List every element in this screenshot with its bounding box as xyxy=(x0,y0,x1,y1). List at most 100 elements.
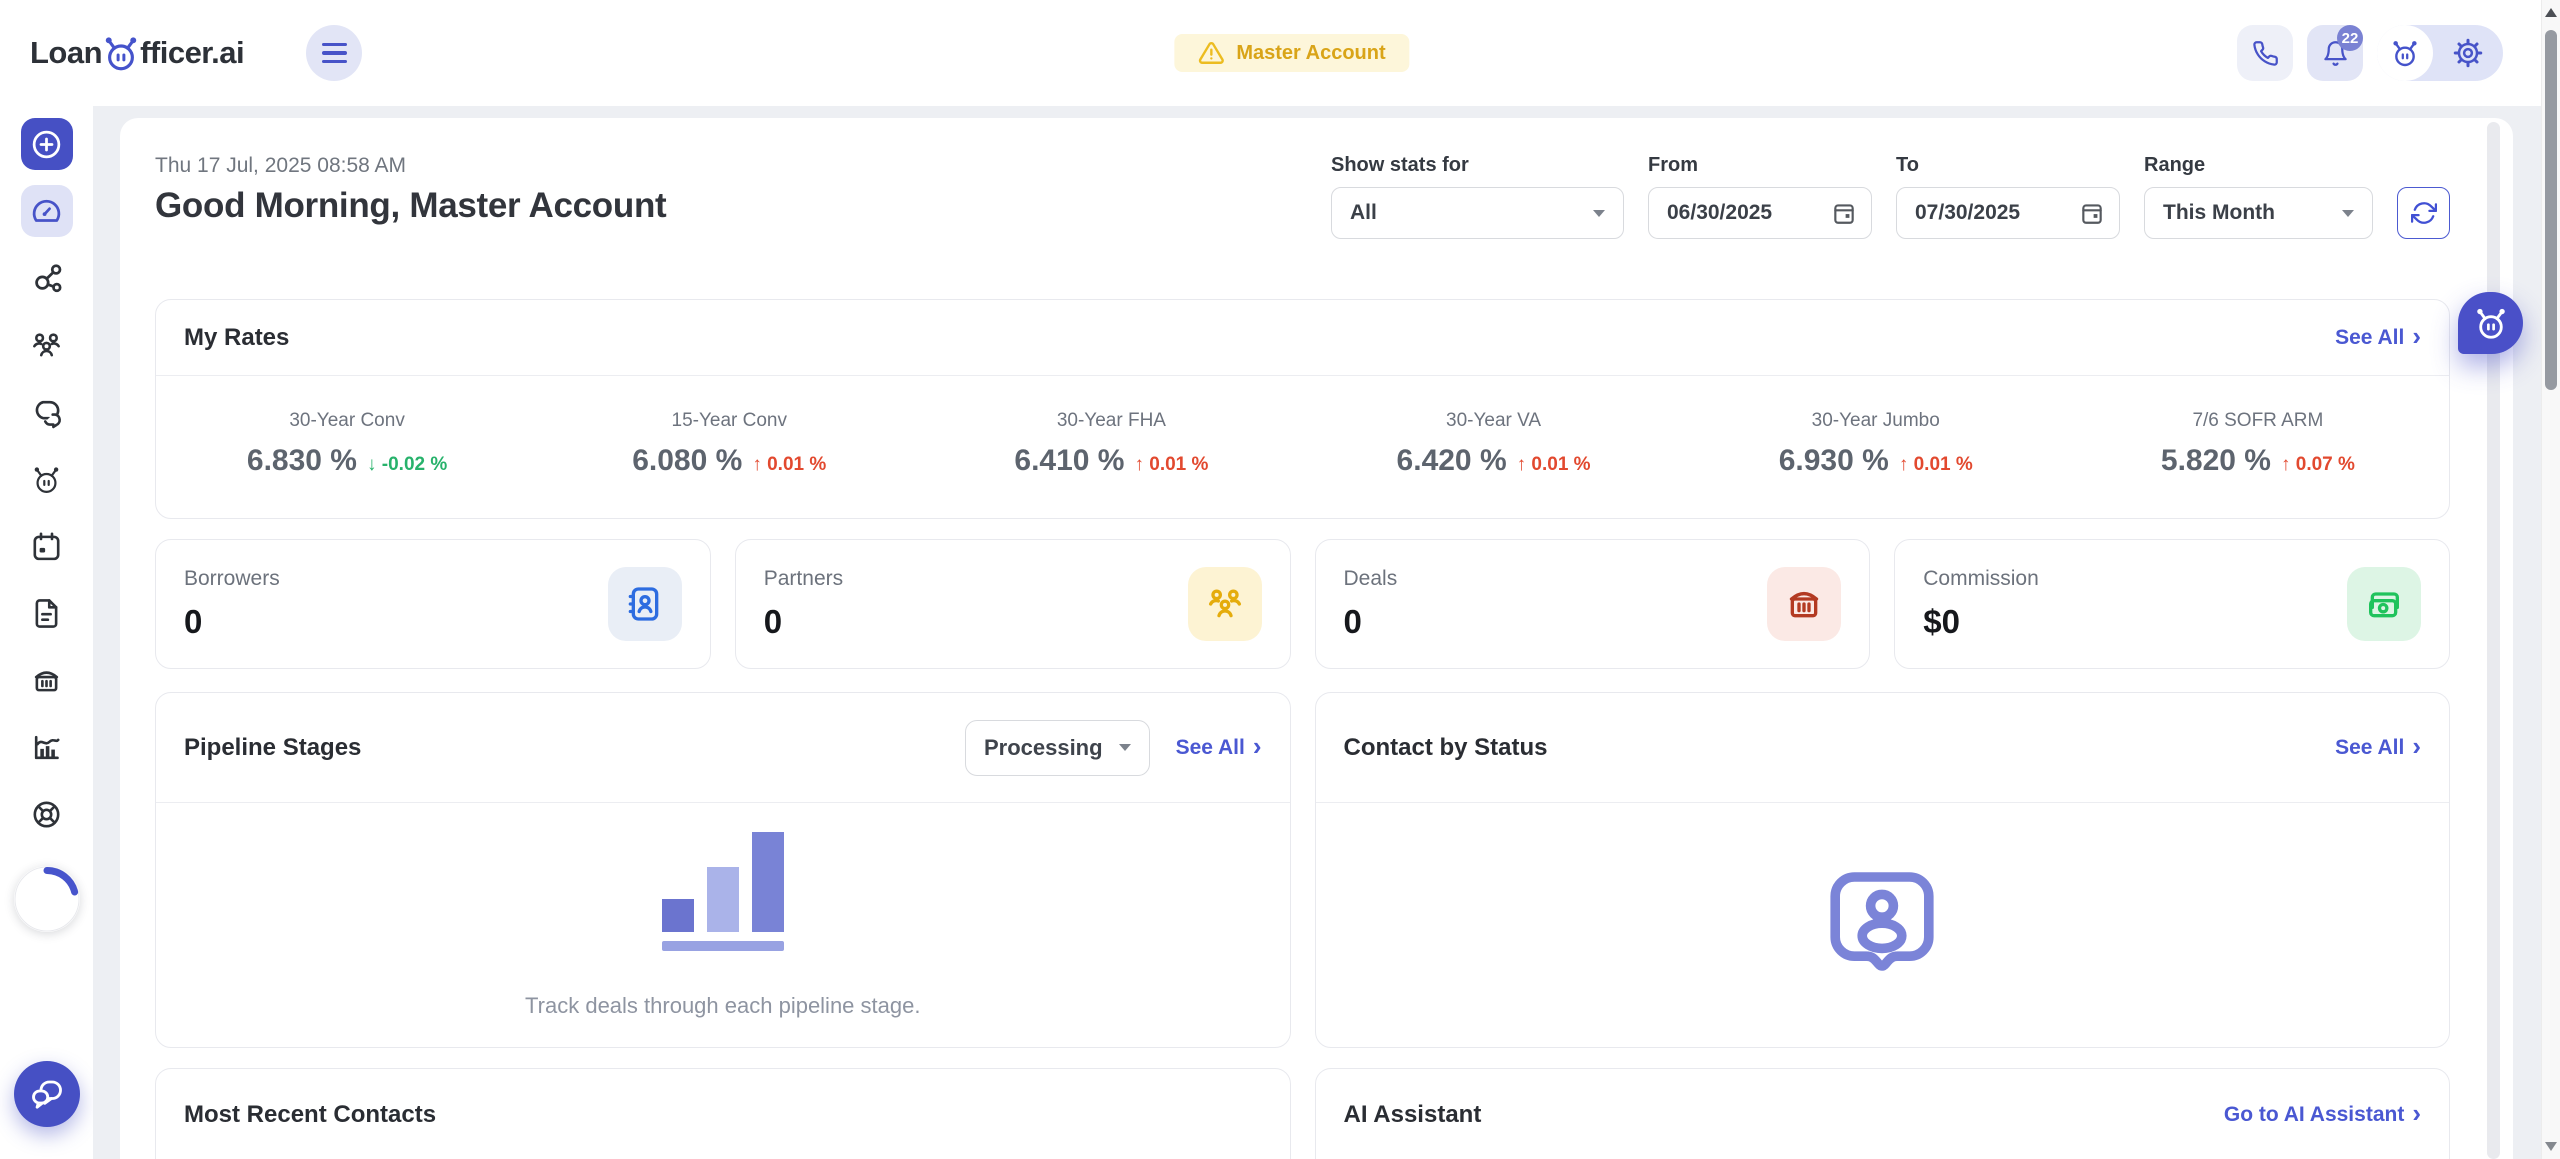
contact-bubble-placeholder-icon xyxy=(1830,872,1934,971)
pipeline-stage-select[interactable]: Processing xyxy=(964,719,1150,776)
topbar-actions: 22 xyxy=(2237,25,2503,81)
sidebar: 21% xyxy=(0,106,93,1159)
show-stats-for-select[interactable]: All xyxy=(1331,187,1624,239)
dashboard-content: Thu 17 Jul, 2025 08:58 AM Good Morning, … xyxy=(120,118,2513,1159)
bell-icon xyxy=(2323,40,2347,66)
chevron-right-icon: › xyxy=(1252,731,1262,761)
pipeline-title: Pipeline Stages xyxy=(184,733,362,761)
progress-arc xyxy=(14,866,79,932)
sidebar-item-calendar[interactable] xyxy=(21,520,73,572)
master-account-label: Master Account xyxy=(1236,41,1386,64)
cash-icon xyxy=(2347,567,2421,641)
bar-chart-placeholder-icon xyxy=(661,831,784,932)
rates-grid: 30-Year Conv 6.830 % ↓ -0.02 % 15-Year C… xyxy=(156,376,2449,518)
assistant-fab[interactable] xyxy=(2458,292,2523,354)
from-date-value: 06/30/2025 xyxy=(1667,201,1773,224)
content-scrollbar-track[interactable] xyxy=(2487,122,2500,1159)
sidebar-item-messages[interactable] xyxy=(21,386,73,438)
master-account-badge: Master Account xyxy=(1174,34,1410,72)
phone-button[interactable] xyxy=(2237,25,2293,81)
support-chat-fab[interactable] xyxy=(13,1061,80,1127)
pipeline-empty-state: Track deals through each pipeline stage. xyxy=(156,803,1290,1047)
scrollbar-thumb[interactable] xyxy=(2545,30,2557,390)
people-group-icon xyxy=(1187,567,1262,641)
settings-button[interactable] xyxy=(2433,38,2503,68)
sidebar-item-reports[interactable] xyxy=(21,721,73,773)
app-logo: Loan fficer.ai xyxy=(30,32,245,74)
contact-by-status-card: Contact by Status See All › xyxy=(1314,692,2450,1048)
notifications-button[interactable]: 22 xyxy=(2307,25,2363,81)
calendar-picker-icon[interactable] xyxy=(2079,200,2105,226)
life-buoy-icon xyxy=(33,801,60,827)
show-stats-for-label: Show stats for xyxy=(1331,154,1469,176)
plus-circle-icon xyxy=(32,130,61,158)
contact-by-status-see-all-link[interactable]: See All › xyxy=(2335,731,2421,761)
sidebar-item-lenders[interactable] xyxy=(21,654,73,706)
window-scrollbar[interactable] xyxy=(2541,0,2560,1159)
to-date-value: 07/30/2025 xyxy=(1915,201,2021,224)
rate-item: 15-Year Conv 6.080 % ↑ 0.01 % xyxy=(632,410,827,477)
refresh-button[interactable] xyxy=(2397,187,2450,239)
my-rates-see-all-link[interactable]: See All › xyxy=(2335,321,2421,351)
setup-progress-ring[interactable]: 21% xyxy=(13,866,80,932)
people-icon xyxy=(33,332,60,356)
robot-icon xyxy=(34,466,59,493)
calendar-icon xyxy=(33,532,60,560)
sidebar-item-ai-assistant[interactable] xyxy=(21,453,73,505)
phone-icon xyxy=(2252,40,2278,66)
document-icon xyxy=(35,598,58,628)
to-label: To xyxy=(1896,154,1919,176)
sidebar-item-dashboard[interactable] xyxy=(20,185,73,237)
sidebar-item-documents[interactable] xyxy=(21,587,73,639)
gear-icon xyxy=(2453,38,2483,68)
topbar: Loan fficer.ai Master Account xyxy=(0,0,2560,106)
to-date-input[interactable]: 07/30/2025 xyxy=(1896,187,2120,239)
rate-item: 30-Year VA 6.420 % ↑ 0.01 % xyxy=(1396,410,1591,477)
contact-by-status-empty-state xyxy=(1316,803,2450,1047)
greeting-block: Thu 17 Jul, 2025 08:58 AM Good Morning, … xyxy=(155,154,667,226)
range-value: This Month xyxy=(2163,201,2275,224)
deals-stat-card[interactable]: Deals 0 xyxy=(1314,539,1871,669)
scroll-down-arrow-icon[interactable] xyxy=(2545,1142,2557,1151)
robot-icon xyxy=(2476,308,2505,339)
rate-item: 30-Year Conv 6.830 % ↓ -0.02 % xyxy=(246,410,448,477)
partners-stat-card[interactable]: Partners 0 xyxy=(734,539,1291,669)
sidebar-item-support[interactable] xyxy=(21,788,73,840)
bank-icon xyxy=(1767,567,1842,641)
sidebar-item-pipeline[interactable] xyxy=(21,252,73,304)
rate-item: 7/6 SOFR ARM 5.820 % ↑ 0.07 % xyxy=(2160,410,2355,477)
scroll-up-arrow-icon[interactable] xyxy=(2545,8,2557,17)
go-to-ai-assistant-link[interactable]: Go to AI Assistant › xyxy=(2223,1098,2421,1128)
menu-toggle-button[interactable] xyxy=(306,25,363,81)
logo-robot-icon xyxy=(105,37,137,71)
recent-contacts-card: Most Recent Contacts xyxy=(155,1068,1291,1159)
network-hub-icon xyxy=(35,263,62,292)
pipeline-see-all-link[interactable]: See All › xyxy=(1175,731,1262,761)
chevron-right-icon: › xyxy=(2412,731,2421,761)
assistant-toggle-button[interactable] xyxy=(2377,25,2433,81)
refresh-icon xyxy=(2410,202,2437,224)
logo-text-suffix: fficer.ai xyxy=(140,35,245,70)
dashboard-gauge-icon xyxy=(32,199,61,222)
stats-row: Borrowers 0 Partn xyxy=(155,539,2450,669)
ai-assistant-card: AI Assistant Go to AI Assistant › xyxy=(1314,1068,2450,1159)
my-rates-title: My Rates xyxy=(184,323,290,351)
calendar-picker-icon[interactable] xyxy=(1831,200,1857,226)
range-select[interactable]: This Month xyxy=(2144,187,2373,239)
pipeline-empty-text: Track deals through each pipeline stage. xyxy=(525,992,921,1018)
show-stats-for-value: All xyxy=(1350,201,1377,224)
from-date-input[interactable]: 06/30/2025 xyxy=(1648,187,1872,239)
stats-filters: Show stats for All From 06/30/2025 xyxy=(1331,154,2450,239)
contact-book-icon xyxy=(607,567,682,641)
sidebar-add-button[interactable] xyxy=(20,118,73,170)
chat-icon xyxy=(31,1080,62,1109)
warning-icon xyxy=(1198,41,1224,64)
borrowers-stat-card[interactable]: Borrowers 0 xyxy=(155,539,711,669)
sidebar-item-contacts[interactable] xyxy=(21,319,73,371)
ai-assistant-title: AI Assistant xyxy=(1343,1100,1482,1128)
rate-item: 30-Year FHA 6.410 % ↑ 0.01 % xyxy=(1014,410,1209,477)
commission-stat-card[interactable]: Commission $0 xyxy=(1894,539,2450,669)
main-area: Thu 17 Jul, 2025 08:58 AM Good Morning, … xyxy=(93,106,2560,1159)
pipeline-stage-value: Processing xyxy=(983,734,1103,760)
